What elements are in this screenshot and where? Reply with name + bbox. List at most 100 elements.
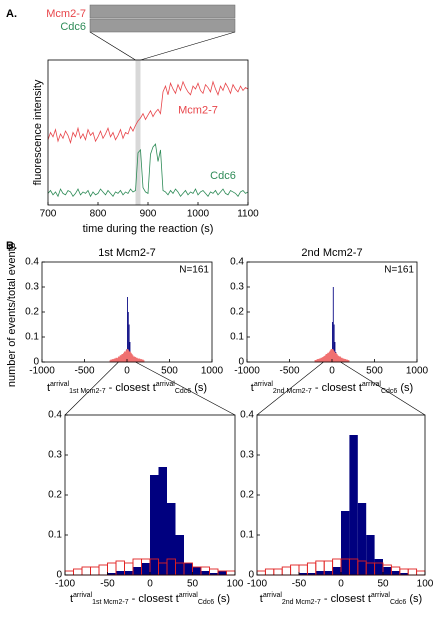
histogram-series bbox=[299, 435, 409, 575]
histogram-bar bbox=[175, 535, 184, 575]
x-axis-label-part: arrival bbox=[263, 592, 283, 599]
x-axis-label-part: arrival bbox=[362, 381, 382, 388]
x-axis-label-part: arrival bbox=[73, 592, 93, 599]
y-tick-label: 0.4 bbox=[240, 410, 254, 421]
line-series bbox=[47, 80, 249, 145]
histogram-bar bbox=[264, 568, 275, 576]
x-tick-label: -100 bbox=[247, 579, 267, 590]
histogram-bar bbox=[218, 571, 227, 575]
x-axis-label-part: arrival bbox=[371, 592, 391, 599]
y-tick-label: 0.3 bbox=[240, 450, 254, 461]
histogram-bar bbox=[349, 435, 358, 575]
x-tick-label: 900 bbox=[140, 209, 157, 220]
series-annotation: Cdc6 bbox=[210, 170, 236, 182]
x-axis-label-part: 1st Mcm2-7 bbox=[92, 599, 129, 606]
histogram-bar bbox=[399, 573, 409, 575]
zoom-line bbox=[256, 361, 324, 416]
histogram-bar bbox=[133, 567, 142, 575]
histogram-bar bbox=[333, 324, 335, 362]
x-axis-label-part: Cdc6 bbox=[381, 388, 397, 395]
line-series bbox=[47, 143, 249, 198]
x-axis-label: time during the reaction (s) bbox=[83, 223, 214, 235]
panel-title: 2nd Mcm2-7 bbox=[301, 247, 362, 259]
histogram-bar bbox=[141, 563, 150, 575]
histogram-series bbox=[107, 467, 227, 575]
highlight-band bbox=[135, 60, 141, 205]
x-tick-label: -1000 bbox=[234, 366, 260, 377]
x-axis-label-part: - closest t bbox=[129, 593, 179, 605]
x-tick-label: 1000 bbox=[201, 366, 224, 377]
histogram-bar bbox=[256, 570, 266, 576]
count-annotation: N=161 bbox=[384, 265, 414, 276]
y-tick-label: 0 bbox=[238, 357, 244, 368]
y-tick-label: 0.1 bbox=[230, 332, 244, 343]
y-tick-label: 0.2 bbox=[240, 490, 254, 501]
histogram-bar bbox=[64, 570, 74, 576]
y-tick-label: 0 bbox=[248, 570, 254, 581]
x-tick-label: 50 bbox=[377, 579, 389, 590]
x-axis-label-part: Cdc6 bbox=[198, 599, 214, 606]
x-tick-label: 500 bbox=[366, 366, 383, 377]
zoom-line bbox=[89, 31, 136, 61]
x-axis-label-part: t bbox=[251, 382, 254, 394]
x-tick-label: 100 bbox=[227, 579, 244, 590]
x-tick-label: -500 bbox=[74, 366, 94, 377]
histogram-bar bbox=[90, 566, 100, 576]
x-axis-label-part: (s) bbox=[406, 593, 422, 605]
x-tick-label: 0 bbox=[338, 579, 344, 590]
x-tick-label: -500 bbox=[279, 366, 299, 377]
x-tick-label: 1100 bbox=[237, 209, 259, 220]
image-strip bbox=[89, 4, 236, 33]
histogram-bar bbox=[315, 571, 325, 575]
histogram-bar bbox=[383, 567, 392, 575]
y-tick-label: 0.4 bbox=[48, 410, 62, 421]
histogram-bar bbox=[273, 568, 283, 576]
x-axis-label-part: t bbox=[70, 593, 73, 605]
y-tick-label: 0.1 bbox=[25, 332, 39, 343]
x-axis-label-part: Cdc6 bbox=[175, 388, 191, 395]
histogram-bar bbox=[332, 322, 333, 362]
x-tick-label: -50 bbox=[100, 579, 115, 590]
x-axis-label-part: (s) bbox=[214, 593, 230, 605]
x-tick-label: 1000 bbox=[187, 209, 210, 220]
x-axis-label: tarrival1st Mcm2-7 - closest tarrivalCdc… bbox=[70, 592, 230, 606]
x-tick-label: 100 bbox=[417, 579, 434, 590]
y-axis-label: fluorescence intensity bbox=[32, 79, 44, 185]
histogram-bar bbox=[127, 312, 129, 362]
histogram-bar bbox=[116, 571, 125, 575]
x-axis-label-part: - closest t bbox=[321, 593, 371, 605]
histogram-bar bbox=[332, 567, 341, 575]
histogram-bar bbox=[73, 568, 83, 576]
histogram-bar bbox=[158, 467, 167, 575]
y-tick-label: 0.2 bbox=[25, 307, 39, 318]
x-tick-label: -1000 bbox=[29, 366, 55, 377]
histogram-bar bbox=[209, 573, 218, 575]
x-tick-label: 50 bbox=[187, 579, 199, 590]
x-axis-label-part: 2nd Mcm2-7 bbox=[273, 388, 312, 395]
histogram-bar bbox=[290, 564, 300, 576]
y-tick-label: 0.1 bbox=[240, 530, 254, 541]
histogram-bar bbox=[201, 571, 210, 575]
x-axis-label-part: 1st Mcm2-7 bbox=[69, 388, 106, 395]
axes-box bbox=[47, 59, 249, 206]
panel-title: 1st Mcm2-7 bbox=[98, 247, 155, 259]
x-axis-label-part: 2nd Mcm2-7 bbox=[282, 599, 321, 606]
zoom-line bbox=[340, 361, 426, 416]
strip-green bbox=[89, 18, 236, 33]
y-tick-label: 0.3 bbox=[25, 282, 39, 293]
histogram-bar bbox=[341, 511, 350, 575]
x-tick-label: -50 bbox=[292, 579, 307, 590]
x-tick-label: 800 bbox=[90, 209, 107, 220]
histogram-bar bbox=[281, 566, 292, 576]
y-tick-label: 0.2 bbox=[48, 490, 62, 501]
strip-red bbox=[89, 4, 236, 19]
x-axis-label-part: t bbox=[260, 593, 263, 605]
y-axis-label: number of events/total events bbox=[6, 242, 18, 387]
y-tick-label: 0 bbox=[33, 357, 39, 368]
histogram-bar bbox=[324, 571, 333, 575]
y-tick-label: 0.3 bbox=[230, 282, 244, 293]
zoom-line bbox=[140, 31, 236, 61]
histogram-bar bbox=[357, 503, 367, 575]
y-tick-label: 0.4 bbox=[25, 257, 39, 268]
x-axis-label-part: arrival bbox=[179, 592, 199, 599]
